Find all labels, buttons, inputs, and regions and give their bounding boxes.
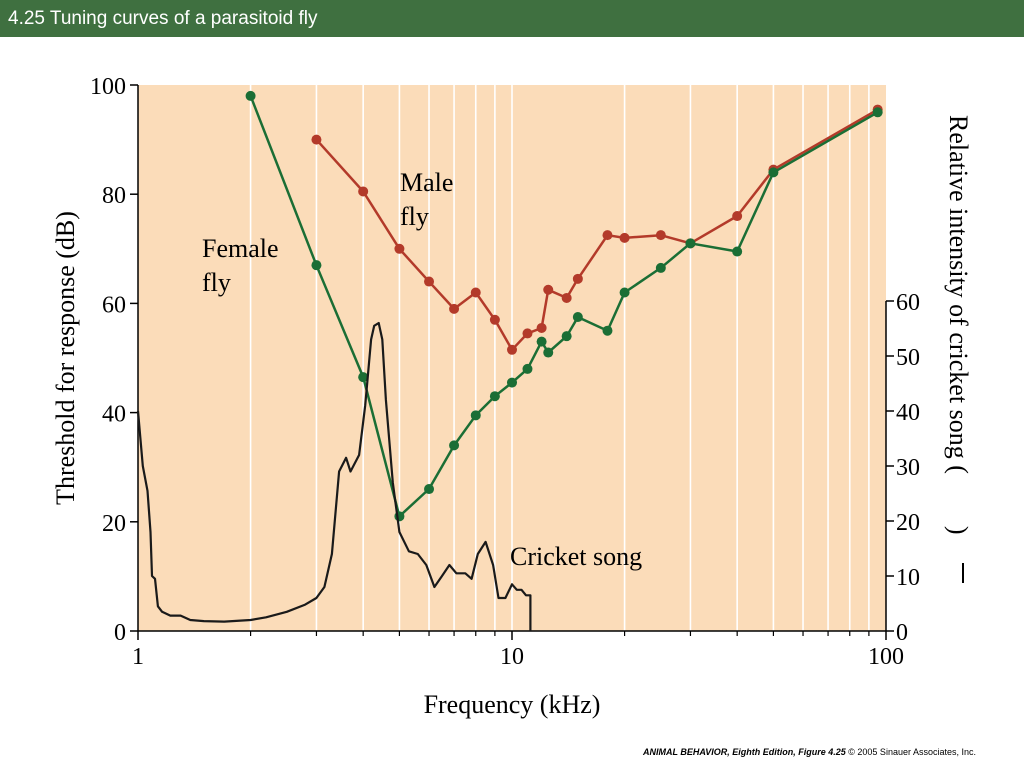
data-point bbox=[768, 167, 779, 178]
data-point bbox=[245, 90, 256, 101]
data-point bbox=[543, 284, 554, 295]
data-point bbox=[522, 328, 533, 339]
female-fly-label-line2: fly bbox=[202, 268, 231, 297]
chart-labels: Male fly Female fly Cricket song bbox=[202, 168, 642, 571]
y2-tick-label: 30 bbox=[896, 455, 920, 481]
female-fly-label-line1: Female bbox=[202, 234, 279, 263]
data-point bbox=[522, 363, 533, 374]
data-point bbox=[572, 273, 583, 284]
x-axis-title: Frequency (kHz) bbox=[424, 690, 601, 719]
data-point bbox=[602, 230, 613, 241]
data-point bbox=[489, 314, 500, 325]
y2-tick-label: 60 bbox=[896, 290, 920, 316]
data-point bbox=[685, 238, 696, 249]
data-point bbox=[561, 331, 572, 342]
y2-axis-title-text: Relative intensity of cricket song ( bbox=[944, 115, 973, 474]
data-point bbox=[732, 246, 743, 257]
data-point bbox=[358, 372, 369, 383]
male-fly-label-line1: Male bbox=[400, 168, 453, 197]
slide-title: 4.25 Tuning curves of a parasitoid fly bbox=[8, 8, 318, 29]
data-point bbox=[536, 336, 547, 347]
y-axis-title: Threshold for response (dB) bbox=[51, 211, 80, 505]
y2-tick-label: 50 bbox=[896, 345, 920, 371]
data-point bbox=[536, 322, 547, 333]
data-point bbox=[543, 347, 554, 358]
data-point bbox=[470, 287, 481, 298]
y-tick-label: 40 bbox=[102, 402, 126, 428]
data-point bbox=[424, 276, 435, 287]
data-point bbox=[489, 391, 500, 402]
data-point bbox=[311, 260, 322, 271]
series-line bbox=[315, 108, 879, 352]
y2-axis-title: Relative intensity of cricket song ( ) bbox=[944, 115, 973, 535]
data-point bbox=[507, 377, 517, 388]
y2-tick-label: 20 bbox=[896, 510, 920, 536]
y-tick-label: 100 bbox=[90, 74, 126, 100]
credit-book: ANIMAL BEHAVIOR, Eighth Edition, bbox=[643, 747, 796, 757]
series-line bbox=[136, 321, 532, 631]
y2-axis-title-suffix: ) bbox=[944, 526, 973, 535]
x-tick-label: 100 bbox=[868, 644, 904, 670]
data-point bbox=[872, 107, 883, 118]
y2-tick-label: 10 bbox=[896, 565, 920, 591]
series-female-fly bbox=[245, 90, 883, 522]
cricket-song-label: Cricket song bbox=[510, 542, 642, 571]
series-layer bbox=[136, 90, 883, 631]
data-point bbox=[572, 312, 583, 323]
data-point bbox=[449, 440, 460, 451]
data-point bbox=[311, 134, 322, 145]
x-tick-label: 10 bbox=[500, 644, 524, 670]
data-point bbox=[358, 186, 369, 197]
male-fly-label-line2: fly bbox=[400, 202, 429, 231]
data-point bbox=[732, 211, 743, 222]
series-cricket-song bbox=[136, 321, 532, 631]
y-tick-label: 0 bbox=[114, 620, 126, 646]
y2-tick-label: 40 bbox=[896, 400, 920, 426]
data-point bbox=[424, 484, 435, 495]
credit-copyright: © 2005 Sinauer Associates, Inc. bbox=[848, 747, 976, 757]
grid-lines bbox=[249, 85, 870, 631]
y-tick-label: 80 bbox=[102, 183, 126, 209]
slide-title-bar: 4.25 Tuning curves of a parasitoid fly bbox=[0, 0, 1024, 37]
y-tick-label: 20 bbox=[102, 511, 126, 537]
y2-axis-title-gap bbox=[944, 474, 973, 526]
x-tick-label: 1 bbox=[132, 644, 144, 670]
data-point bbox=[619, 232, 630, 243]
data-point bbox=[470, 410, 481, 421]
y-tick-label: 60 bbox=[102, 292, 126, 318]
data-point bbox=[449, 303, 460, 314]
data-point bbox=[619, 287, 630, 298]
data-point bbox=[507, 344, 517, 355]
data-point bbox=[602, 325, 613, 336]
data-point bbox=[655, 230, 666, 241]
data-point bbox=[561, 292, 572, 303]
data-point bbox=[394, 243, 405, 254]
credit-figure: Figure 4.25 bbox=[798, 747, 846, 757]
data-point bbox=[655, 262, 666, 273]
figure-credit: ANIMAL BEHAVIOR, Eighth Edition, Figure … bbox=[643, 747, 976, 757]
y2-tick-label: 0 bbox=[896, 620, 908, 646]
